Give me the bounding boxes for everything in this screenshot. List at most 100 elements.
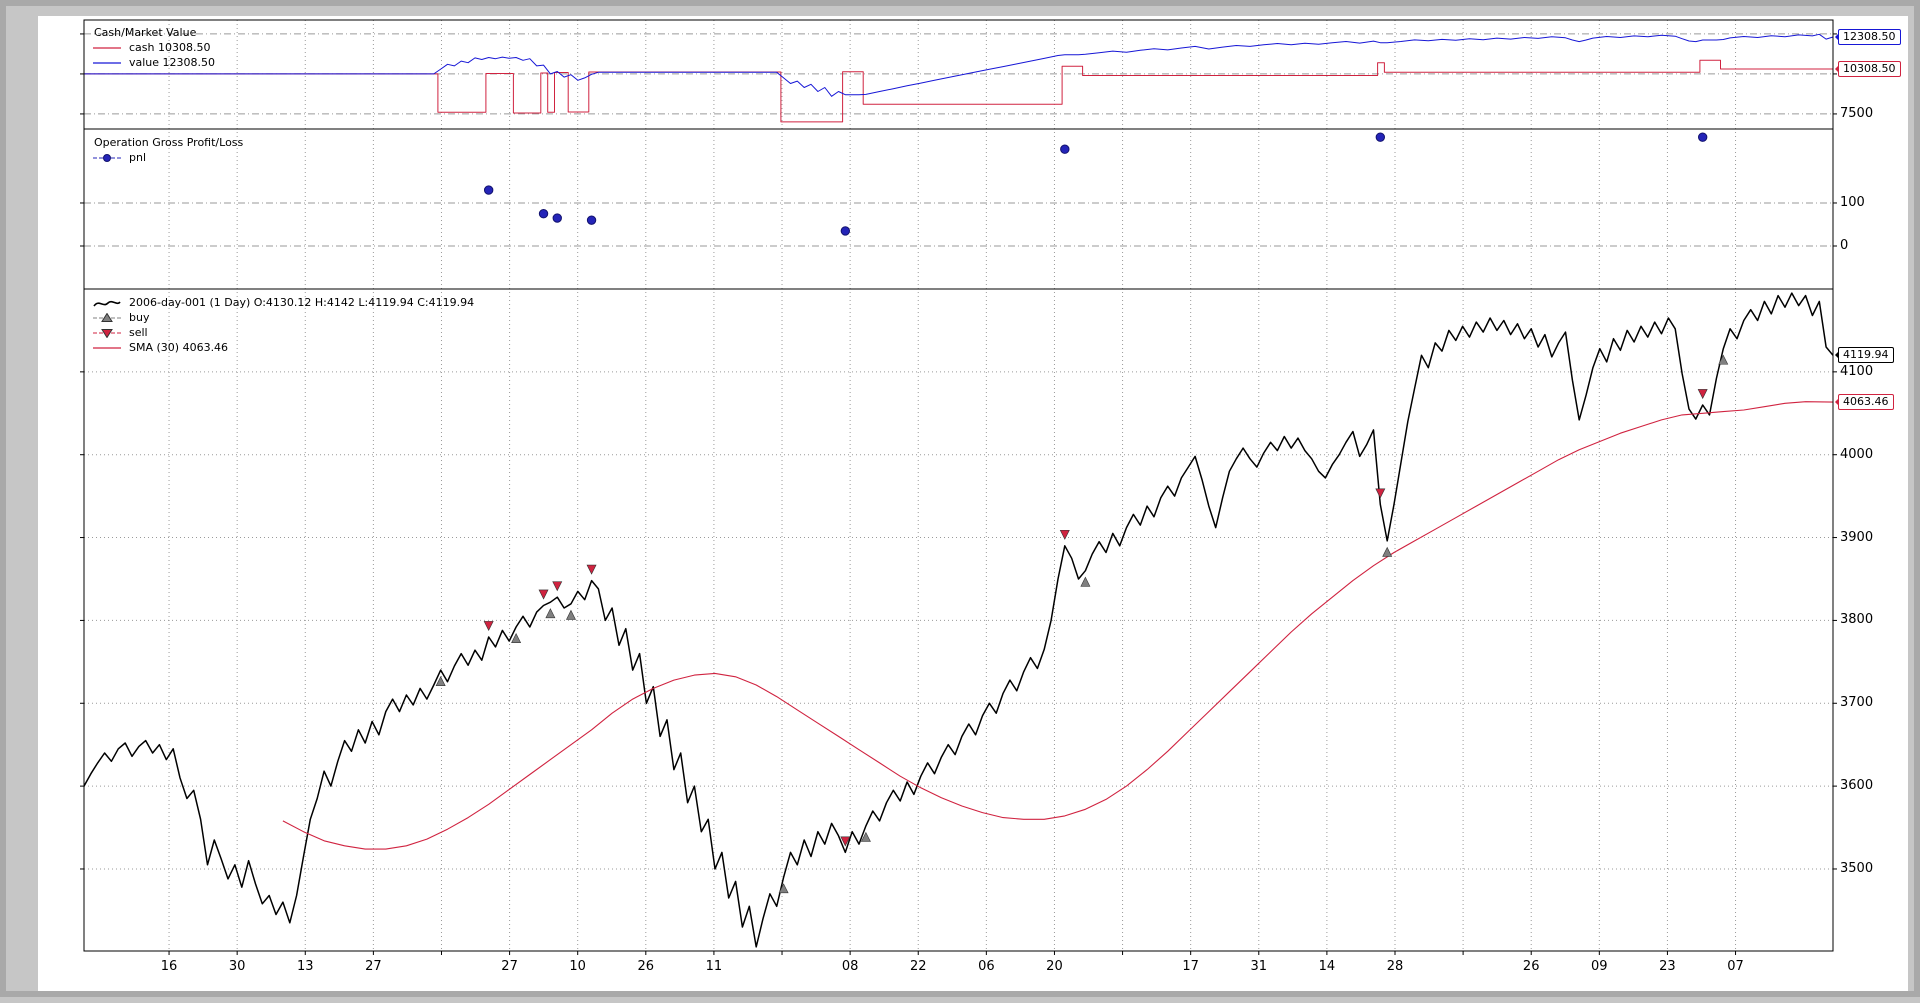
buy-marker <box>565 609 576 620</box>
panel-border-2 <box>83 288 1834 952</box>
x-axis-label: 30 <box>228 959 246 974</box>
legend-item-buy: buy <box>92 310 474 325</box>
price-2006-day-001-line <box>282 401 1834 850</box>
x-axis-label: 11 <box>705 959 723 974</box>
legend-label-pnl: pnl <box>129 151 147 164</box>
legend-item-sma: SMA (30) 4063.46 <box>92 340 474 355</box>
pnl-dot <box>1060 144 1070 154</box>
x-axis-label: 22 <box>909 959 927 974</box>
sell-marker <box>1059 529 1070 540</box>
y-axis-label: 4000 <box>1840 446 1874 462</box>
price-line-swatch <box>93 300 121 307</box>
y-axis-label: 3500 <box>1840 860 1874 876</box>
legend-pnl: Operation Gross Profit/Loss pnl <box>92 135 243 165</box>
x-axis-label: 27 <box>501 959 518 974</box>
cash-market-value-line <box>84 33 1834 97</box>
sell-marker <box>538 589 549 600</box>
sma-line-swatch <box>93 346 121 349</box>
legend-item-data-series: 2006-day-001 (1 Day) O:4130.12 H:4142 L:… <box>92 295 474 310</box>
buy-marker <box>1718 354 1729 365</box>
value-end-tag-text: 12308.50 <box>1843 29 1896 43</box>
cash-end-tag-notch <box>1831 64 1839 73</box>
x-axis-label: 20 <box>1046 959 1063 974</box>
x-axis-label: 26 <box>637 959 655 974</box>
legend-label-data-series: 2006-day-001 (1 Day) O:4130.12 H:4142 L:… <box>129 296 475 309</box>
sell-marker <box>586 564 597 575</box>
x-axis-label: 07 <box>1727 959 1744 974</box>
pnl-dot <box>483 185 494 195</box>
x-axis-label: 16 <box>160 959 178 974</box>
pnl-dot <box>552 213 562 223</box>
buy-marker <box>860 831 871 842</box>
buy-marker <box>778 883 789 894</box>
legend-label-sma: SMA (30) 4063.46 <box>129 341 229 354</box>
legend-title-pnl: Operation Gross Profit/Loss <box>94 136 244 149</box>
price-2006-day-001-line <box>83 292 1834 948</box>
value-end-tag-notch <box>1831 32 1839 41</box>
last-close-tag-text: 4119.94 <box>1843 348 1889 362</box>
y-axis-label: 3600 <box>1840 778 1874 794</box>
x-axis-label: 31 <box>1250 959 1268 974</box>
x-axis-label: 08 <box>841 959 859 974</box>
buy-marker-swatch <box>93 312 121 322</box>
pnl-dot <box>1697 132 1708 142</box>
x-axis-label: 17 <box>1182 959 1199 974</box>
sma-value-tag-text: 4063.46 <box>1843 395 1889 409</box>
sma-value-tag: 4063.46 <box>1835 394 1894 411</box>
y-axis-label: 3900 <box>1840 529 1874 545</box>
cash-market-value-line <box>84 59 1833 123</box>
legend-price: 2006-day-001 (1 Day) O:4130.12 H:4142 L:… <box>92 295 474 355</box>
x-axis-label: 06 <box>978 959 995 974</box>
legend-title-cash-value: Cash/Market Value <box>94 26 197 39</box>
chart-canvas <box>80 19 1837 955</box>
y-axis-label: 3800 <box>1840 612 1874 628</box>
sell-marker <box>1375 488 1386 499</box>
legend-cash-value: Cash/Market Value cash 10308.50 value 12… <box>92 25 215 70</box>
legend-label-sell: sell <box>129 326 148 339</box>
pnl-dot <box>1375 132 1386 142</box>
buy-marker <box>1080 576 1091 587</box>
x-axis-label: 09 <box>1591 959 1608 974</box>
buy-marker <box>1382 546 1393 557</box>
last-close-tag: 4119.94 <box>1835 347 1894 364</box>
cash-line-swatch <box>93 46 121 49</box>
last-close-tag-notch <box>1831 351 1839 360</box>
y-axis-label: 3700 <box>1840 695 1874 711</box>
sell-marker <box>1697 389 1708 400</box>
pnl-dot <box>586 215 597 225</box>
buy-marker <box>545 608 556 619</box>
panel-border-1 <box>83 128 1834 290</box>
cash-end-tag-text: 10308.50 <box>1843 61 1896 75</box>
pnl-dot <box>840 226 851 236</box>
pnl-dot <box>538 209 549 219</box>
sell-marker <box>552 581 563 592</box>
sell-marker <box>840 836 851 847</box>
legend-label-buy: buy <box>129 311 150 324</box>
x-axis-label: 14 <box>1318 959 1336 974</box>
x-axis-label: 23 <box>1659 959 1676 974</box>
value-line-swatch <box>93 61 121 64</box>
sell-marker <box>483 621 494 632</box>
y-axis-label: 4100 <box>1840 363 1874 379</box>
x-axis-label: 26 <box>1522 959 1540 974</box>
x-axis-label: 13 <box>296 959 314 974</box>
legend-item-pnl: pnl <box>92 150 243 165</box>
y-axis-label: 0 <box>1840 237 1849 253</box>
y-axis-label: 7500 <box>1840 105 1874 121</box>
legend-label-value: value 12308.50 <box>129 56 216 69</box>
x-axis-label: 27 <box>365 959 382 974</box>
cash-end-tag: 10308.50 <box>1835 60 1901 77</box>
pnl-dot-swatch <box>93 153 121 162</box>
figure <box>38 16 1908 991</box>
y-axis-label: 100 <box>1840 194 1865 210</box>
x-axis-label: 10 <box>569 959 586 974</box>
legend-item-sell: sell <box>92 325 474 340</box>
legend-label-cash: cash 10308.50 <box>129 41 211 54</box>
legend-item-value: value 12308.50 <box>92 55 215 70</box>
x-axis-label: 28 <box>1386 959 1404 974</box>
sma-value-tag-notch <box>1831 398 1839 407</box>
value-end-tag: 12308.50 <box>1835 28 1901 45</box>
panel-border-0 <box>83 19 1834 130</box>
buy-marker <box>435 676 446 687</box>
sell-marker-swatch <box>93 328 121 338</box>
